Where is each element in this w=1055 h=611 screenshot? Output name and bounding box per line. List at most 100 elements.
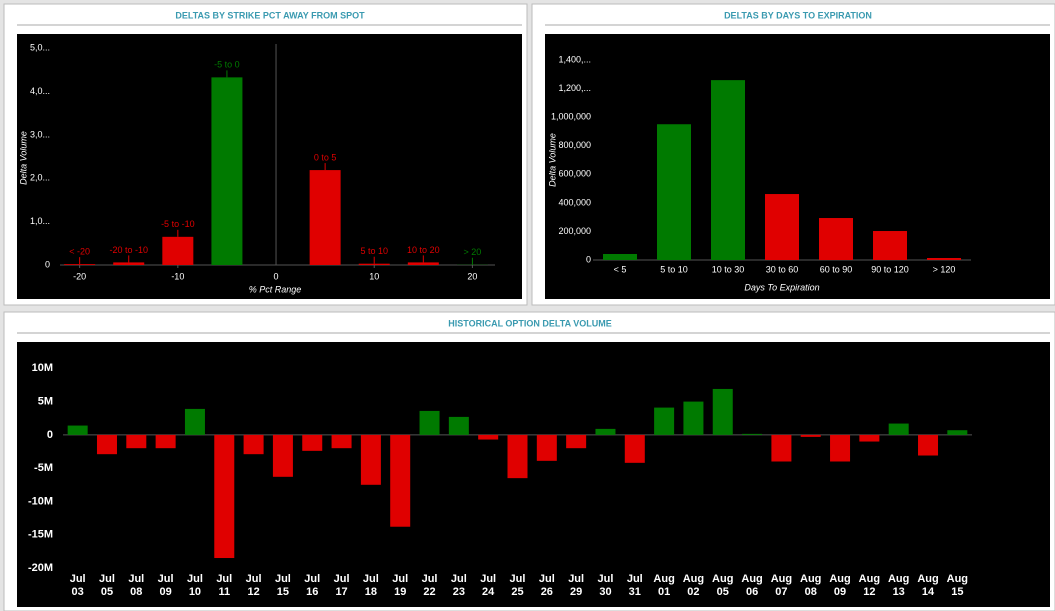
bar	[927, 258, 961, 260]
x-tick-label: Jul 05	[99, 573, 115, 598]
y-tick-label: 5,0...	[30, 43, 50, 53]
bar	[771, 434, 792, 462]
x-tick-label: 5 to 10	[660, 264, 688, 274]
bar	[448, 416, 469, 435]
x-tick-label: -10	[171, 271, 184, 281]
x-tick-label: Aug 07	[770, 573, 793, 598]
bar	[830, 434, 851, 462]
bar	[711, 80, 745, 260]
bar-label: 10 to 20	[407, 245, 440, 255]
x-tick-label: Jul 03	[69, 573, 86, 598]
bar	[947, 430, 968, 435]
x-tick-label: Jul 23	[450, 573, 467, 598]
bar-label: 0 to 5	[314, 152, 337, 162]
x-tick-label: < 5	[614, 264, 627, 274]
bar	[419, 410, 440, 435]
bar	[536, 434, 557, 461]
bar	[407, 262, 439, 265]
bar	[624, 434, 645, 463]
x-tick-label: Aug 09	[829, 573, 851, 598]
bar	[712, 388, 733, 435]
bar	[507, 434, 528, 479]
x-tick-label: -20	[73, 271, 86, 281]
x-tick-label: Jul 17	[333, 573, 350, 598]
x-tick-label: Jul 30	[597, 573, 614, 598]
y-tick-label: 10M	[32, 362, 53, 374]
bar	[155, 434, 176, 449]
x-tick-label: 30 to 60	[766, 264, 799, 274]
bar	[800, 434, 821, 437]
bar	[184, 408, 205, 435]
x-tick-label: Aug 05	[712, 573, 734, 598]
x-tick-label: Jul 31	[626, 573, 643, 598]
bar-label: -20 to -10	[109, 245, 148, 255]
chart-title: DELTAS BY DAYS TO EXPIRATION	[724, 10, 872, 20]
x-axis-label: Days To Expiration	[744, 282, 819, 292]
bar	[126, 434, 147, 449]
bar-label: -5 to 0	[214, 60, 240, 70]
x-tick-label: Jul 29	[568, 573, 585, 598]
bar	[566, 434, 587, 449]
bar	[113, 262, 145, 265]
x-tick-label: Jul 22	[421, 573, 438, 598]
chart-title: HISTORICAL OPTION DELTA VOLUME	[448, 318, 612, 328]
y-tick-label: 400,000	[558, 197, 591, 207]
y-tick-label: -15M	[28, 529, 53, 541]
bar	[214, 434, 235, 559]
bar	[360, 434, 381, 485]
x-tick-label: Jul 11	[216, 573, 233, 598]
x-tick-label: 0	[274, 271, 279, 281]
bar	[859, 434, 880, 442]
bar-label: 5 to 10	[360, 246, 388, 256]
y-tick-label: 2,0...	[30, 173, 50, 183]
bar	[595, 428, 616, 435]
bar	[67, 425, 88, 435]
bar	[888, 423, 909, 435]
x-tick-label: Aug 15	[946, 573, 969, 598]
x-tick-label: Jul 24	[480, 573, 497, 598]
bar	[478, 434, 499, 440]
y-tick-label: 0	[45, 259, 50, 269]
y-tick-label: -5M	[34, 462, 53, 474]
bar	[657, 124, 691, 261]
x-tick-label: 20	[467, 271, 477, 281]
y-tick-label: 1,400,...	[558, 55, 591, 65]
y-tick-label: 3,0...	[30, 129, 50, 139]
bar	[873, 231, 907, 260]
x-tick-label: Jul 10	[186, 573, 203, 598]
x-tick-label: Jul 08	[128, 573, 145, 598]
x-tick-label: Jul 16	[304, 573, 321, 598]
bar-label: -5 to -10	[161, 219, 195, 229]
y-axis-label: Delta Volume	[18, 131, 28, 185]
y-tick-label: 1,000,000	[551, 112, 591, 122]
bar	[309, 170, 341, 265]
x-tick-label: Jul 09	[157, 573, 174, 598]
x-axis-label: % Pct Range	[249, 284, 302, 294]
y-tick-label: 4,0...	[30, 86, 50, 96]
y-tick-label: 1,0...	[30, 216, 50, 226]
bar	[603, 254, 637, 260]
x-tick-label: Jul 18	[362, 573, 379, 598]
bar-label: > 20	[464, 247, 482, 257]
bar	[162, 236, 194, 265]
x-tick-label: 10	[369, 271, 379, 281]
bar	[358, 263, 390, 265]
y-tick-label: 1,200,...	[558, 83, 591, 93]
bar	[243, 434, 264, 455]
bar	[654, 407, 675, 435]
bar	[683, 401, 704, 435]
x-tick-label: Aug 12	[858, 573, 881, 598]
bar	[64, 264, 96, 265]
x-tick-label: Jul 26	[538, 573, 555, 598]
bar-label: < -20	[69, 247, 90, 257]
y-axis-label: Delta Volume	[547, 133, 557, 187]
x-tick-label: Jul 15	[274, 573, 291, 598]
chart-title: DELTAS BY STRIKE PCT AWAY FROM SPOT	[175, 10, 365, 20]
plot-background	[17, 342, 1050, 607]
bar	[211, 77, 243, 265]
x-tick-label: Aug 14	[917, 573, 939, 598]
x-tick-label: Aug 02	[682, 573, 705, 598]
x-tick-label: Aug 13	[887, 573, 910, 598]
